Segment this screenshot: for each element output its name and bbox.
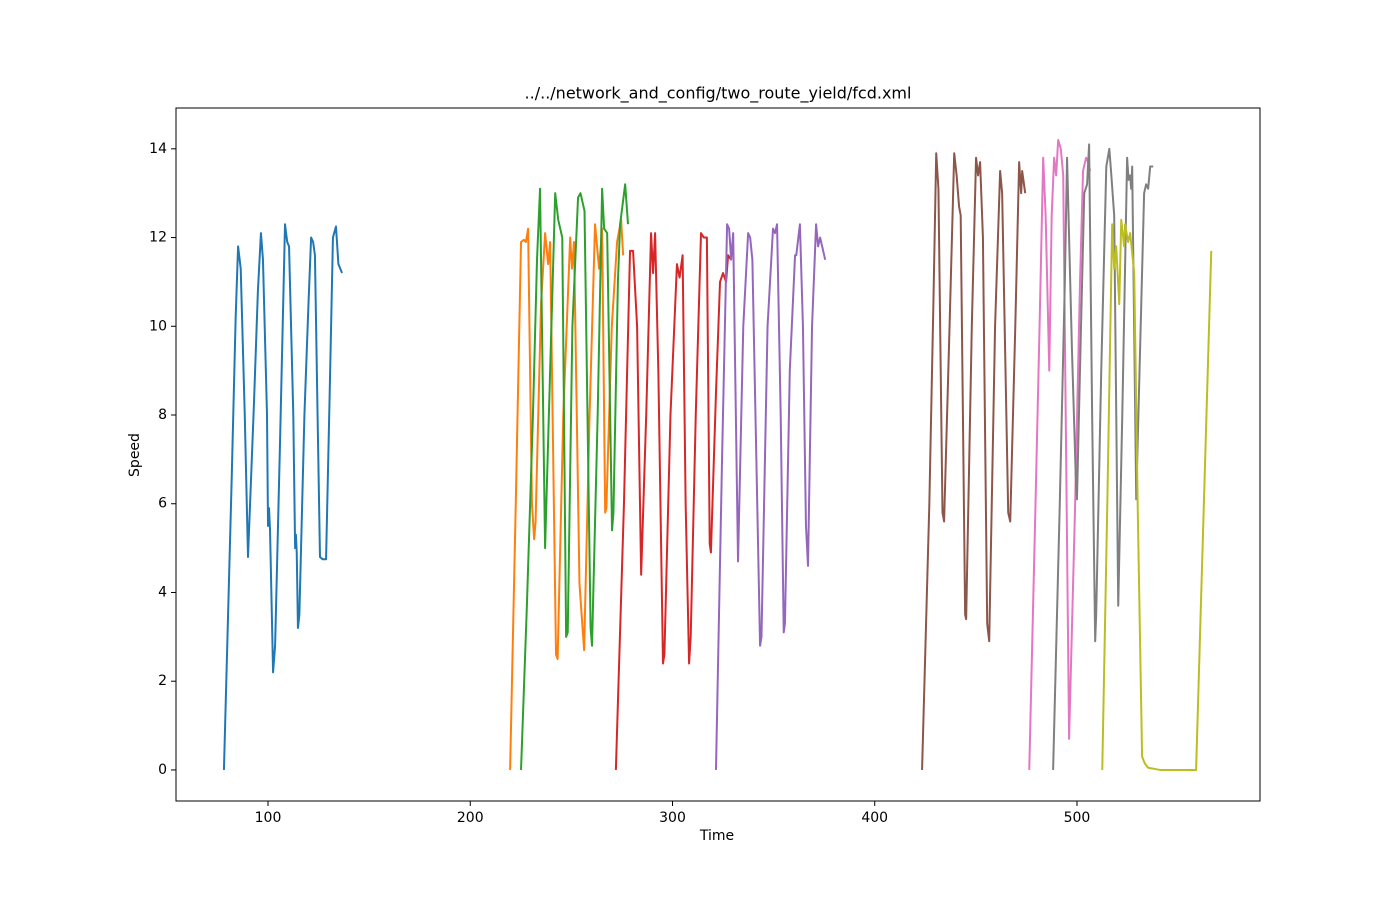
series-line	[1052, 143, 1154, 770]
y-tick-label: 12	[149, 230, 167, 246]
series-line	[222, 223, 343, 770]
x-tick-label: 200	[457, 810, 484, 826]
series-line	[1101, 218, 1213, 771]
series-line	[714, 223, 827, 770]
y-tick-label: 14	[149, 141, 167, 157]
y-tick-label: 0	[158, 762, 167, 778]
x-axis-label: Time	[699, 828, 734, 844]
chart-title: ../../network_and_config/two_route_yield…	[525, 84, 912, 104]
series-line	[921, 152, 1027, 770]
y-tick-label: 6	[158, 496, 167, 512]
y-tick-label: 8	[158, 407, 167, 423]
y-tick-label: 2	[158, 673, 167, 689]
y-axis-label: Speed	[127, 433, 143, 477]
plot-frame	[175, 107, 1261, 802]
y-tick-label: 10	[149, 318, 167, 334]
x-tick-label: 100	[255, 810, 282, 826]
series-line	[614, 232, 732, 770]
x-tick-label: 500	[1064, 810, 1091, 826]
series-line	[520, 183, 629, 770]
x-tick-label: 400	[861, 810, 888, 826]
x-tick-label: 300	[659, 810, 686, 826]
series-line	[1028, 138, 1092, 770]
y-tick-label: 4	[158, 584, 167, 600]
